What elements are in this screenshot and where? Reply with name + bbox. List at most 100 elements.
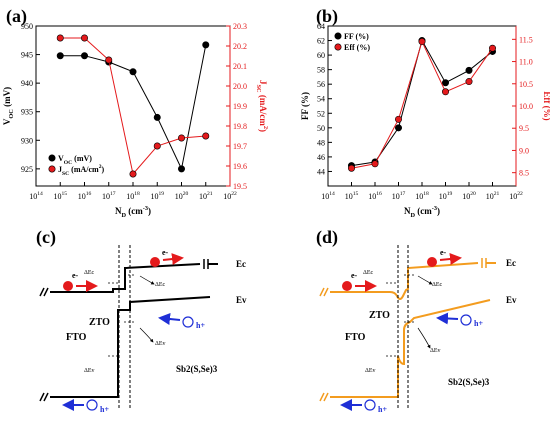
delta-ec-label-d-left: ΔEc <box>363 270 374 276</box>
x-tick-label: 1019 <box>439 191 453 201</box>
y-tick-label-left: 52 <box>317 109 325 118</box>
fto-valence-c <box>50 356 119 398</box>
y-tick-label-right: 20.2 <box>233 42 247 51</box>
electron-c-left <box>63 281 73 291</box>
data-point <box>153 142 161 150</box>
x-tick-label: 1022 <box>223 191 237 201</box>
legend-marker <box>334 43 342 51</box>
x-tick-label: 1022 <box>509 191 523 201</box>
electron-label-c-left: e- <box>72 271 79 280</box>
hole-label-c-left: h+ <box>100 405 109 414</box>
y-tick-label-right: 11.5 <box>519 35 533 44</box>
y-tick-label-left: 50 <box>317 124 325 133</box>
data-point <box>153 113 161 121</box>
y-tick-label-left: 48 <box>317 138 325 147</box>
x-tick-label: 1020 <box>175 191 189 201</box>
y-tick-label-left: 44 <box>317 167 325 176</box>
y-tick-label-right: 19.6 <box>233 162 247 171</box>
y-tick-label-right: 20.3 <box>233 22 247 31</box>
legend-marker <box>48 165 56 173</box>
y-axis-label-left: FF (%) <box>300 92 310 120</box>
y-tick-label-left: 46 <box>317 153 325 162</box>
delta-ev-label-c-mid: ΔEv <box>155 341 166 347</box>
data-point <box>178 134 186 142</box>
y-tick-label-left: 945 <box>21 51 33 60</box>
y-tick-label-right: 8.5 <box>519 169 529 178</box>
x-tick-label: 1015 <box>345 191 359 201</box>
x-tick-label: 1014 <box>321 191 335 201</box>
x-tick-label: 1016 <box>78 191 92 201</box>
hole-label-d-right: h+ <box>474 319 483 328</box>
valence-band-d <box>397 299 491 366</box>
zto-label-d: ZTO <box>369 310 390 321</box>
data-point <box>129 170 137 178</box>
electron-label-d-left: e- <box>351 271 358 280</box>
legend-label: JSC (mA/cm2) <box>58 164 105 177</box>
conduction-band-d <box>330 262 479 300</box>
hole-label-c-right: h+ <box>196 321 205 330</box>
legend-label: FF (%) <box>344 32 369 41</box>
absorber-label-d: Sb2(S,Se)3 <box>448 377 490 387</box>
y-tick-label-left: 64 <box>317 22 325 31</box>
arrow-left-blue-c-right <box>158 313 181 325</box>
y-tick-label-left: 62 <box>317 37 325 46</box>
x-tick-label: 1018 <box>126 191 140 201</box>
data-point <box>371 160 379 168</box>
y-tick-label-right: 10.5 <box>519 80 533 89</box>
y-tick-label-left: 58 <box>317 66 325 75</box>
y-tick-label-left: 60 <box>317 51 325 60</box>
data-point <box>81 52 89 60</box>
legend-label: VOC (mV) <box>58 154 92 166</box>
x-tick-label: 1020 <box>462 191 476 201</box>
data-point <box>129 68 137 76</box>
delta-ev-label-d-left: ΔEv <box>365 368 376 374</box>
absorber-label-c: Sb2(S,Se)3 <box>176 364 218 374</box>
electron-label-c-right: e- <box>162 248 169 257</box>
chart-a: 1014 1015 1016 1017 1018 1019 1020 1021 1022 925 9… <box>2 22 269 219</box>
data-point <box>347 164 355 172</box>
x-tick-label: 1021 <box>199 191 213 201</box>
panel-label-a: (a) <box>6 6 27 27</box>
data-point <box>105 56 113 64</box>
series-line <box>60 44 207 171</box>
y-tick-label-left: 935 <box>21 108 33 117</box>
delta-ec-label-d-right: ΔEc <box>432 282 443 288</box>
legend-label: Eff (%) <box>344 43 370 52</box>
x-tick-label: 1016 <box>368 191 382 201</box>
hole-label-d-left: h+ <box>378 405 387 414</box>
x-tick-label: 1017 <box>102 191 116 201</box>
data-point <box>394 124 402 132</box>
delta-ev-label-d-mid: ΔEv <box>430 348 441 354</box>
x-tick-label: 1015 <box>53 191 67 201</box>
data-point <box>488 44 496 52</box>
y-tick-label-right: 9.0 <box>519 146 529 155</box>
delta-ev-label-c-left: ΔEv <box>84 368 95 374</box>
fto-label-c: FTO <box>66 332 87 343</box>
data-point <box>418 38 426 46</box>
arrow-right-red-d-right <box>439 253 462 265</box>
fto-valence-d <box>330 356 399 398</box>
data-point <box>56 34 64 42</box>
hole-c-left <box>86 399 98 411</box>
panel-label-c: (c) <box>36 227 56 248</box>
data-point <box>81 34 89 42</box>
x-tick-label: 1018 <box>415 191 429 201</box>
legend-marker <box>334 32 342 40</box>
ev-label-d: Ev <box>506 295 517 305</box>
x-tick-label: 1014 <box>29 191 43 201</box>
y-axis-label-left: VOC (mV) <box>2 87 15 125</box>
panel-label-d: (d) <box>316 227 338 248</box>
band-diagram-d: e- e- h+ h+ Ec Ev ZTO FTO Sb2(S,Se)3 ΔEc… <box>319 245 517 414</box>
break-mark-c-left <box>43 287 49 297</box>
y-tick-label-left: 930 <box>21 136 33 145</box>
data-point <box>202 41 210 49</box>
conduction-band-c <box>50 263 201 293</box>
delta-ec-label-c-right: ΔEc <box>155 282 166 288</box>
ec-label-d: Ec <box>506 258 516 268</box>
data-point <box>441 88 449 96</box>
y-tick-label-right: 19.5 <box>233 182 247 191</box>
electron-d-left <box>342 281 352 291</box>
y-tick-label-right: 19.7 <box>233 142 247 151</box>
ec-label-c: Ec <box>236 259 246 269</box>
